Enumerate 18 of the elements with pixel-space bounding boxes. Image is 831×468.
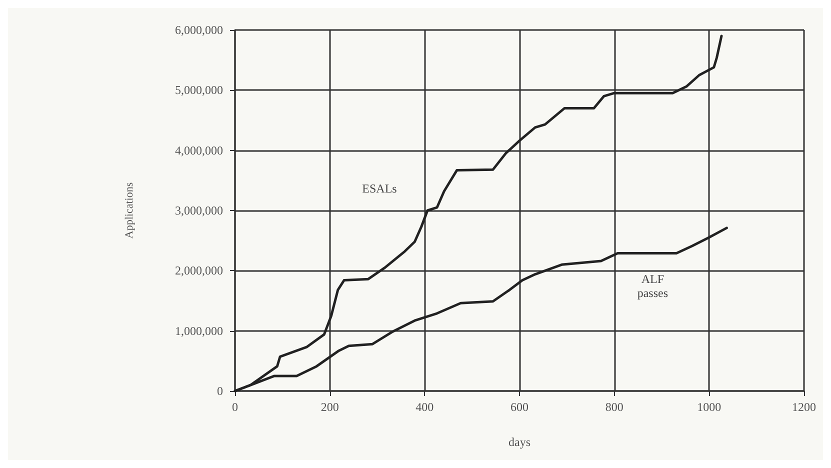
- y-tick-label: 4,000,000: [175, 143, 223, 158]
- x-tick-label: 0: [232, 400, 238, 414]
- x-axis-title: days: [508, 435, 531, 449]
- x-tick-label: 1200: [792, 400, 816, 414]
- y-tick-label: 6,000,000: [175, 23, 223, 37]
- y-axis-title: Applications: [124, 182, 136, 239]
- x-tick-label: 600: [510, 400, 528, 414]
- y-tick-label: 0: [217, 384, 223, 398]
- y-tick-label: 1,000,000: [175, 324, 223, 338]
- y-tick-label: 2,000,000: [175, 264, 223, 278]
- x-tick-label: 400: [416, 400, 434, 414]
- x-tick-label: 800: [605, 400, 624, 414]
- x-tick-label: 200: [320, 400, 339, 414]
- series-label: ALF passes: [637, 272, 668, 300]
- text: ESALs: [362, 182, 398, 196]
- y-tick-label: 3,000,000: [175, 204, 223, 218]
- x-tick-label: 1000: [697, 400, 722, 414]
- y-tick-label: 5,000,000: [175, 83, 223, 98]
